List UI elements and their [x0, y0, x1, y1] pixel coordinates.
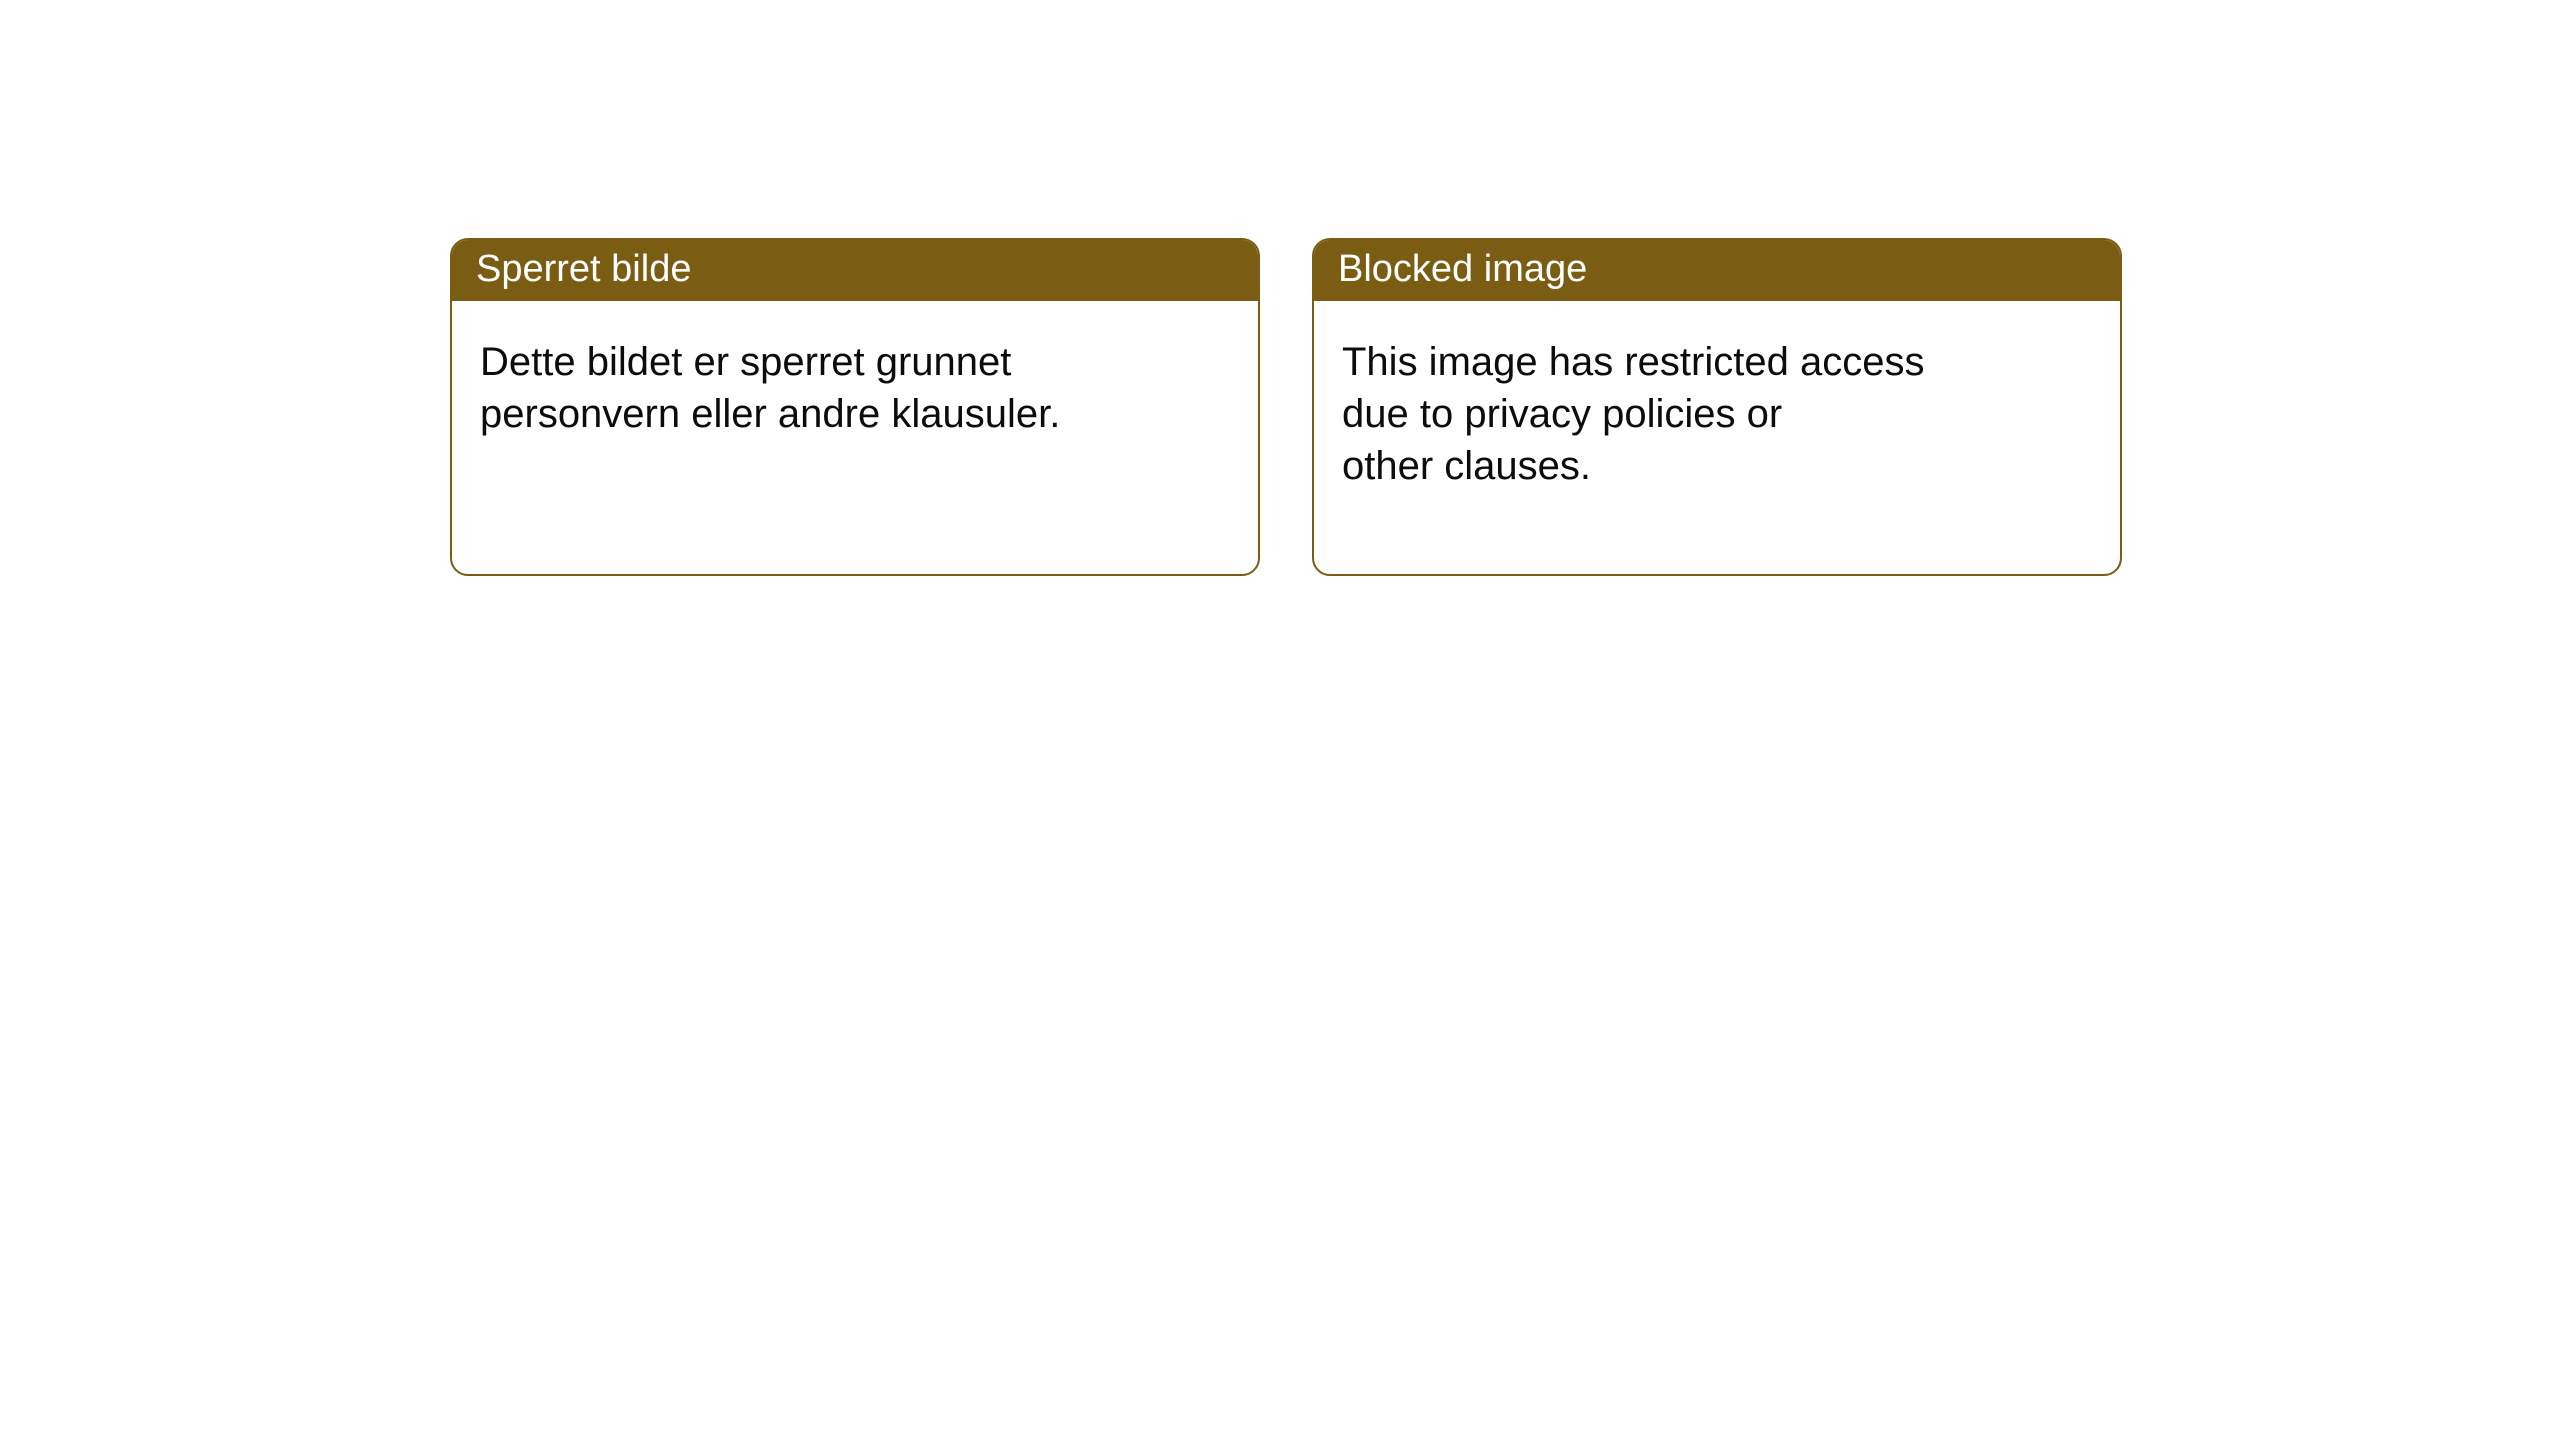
notice-header-norwegian: Sperret bilde [452, 240, 1258, 301]
notice-title-english: Blocked image [1338, 248, 1587, 290]
notice-body-norwegian: Dette bildet er sperret grunnet personve… [452, 301, 1258, 464]
notice-card-english: Blocked image This image has restricted … [1312, 238, 2122, 576]
notice-title-norwegian: Sperret bilde [476, 248, 691, 290]
notice-header-english: Blocked image [1314, 240, 2120, 301]
notice-container: Sperret bilde Dette bildet er sperret gr… [450, 238, 2122, 576]
notice-body-english: This image has restricted access due to … [1314, 301, 2120, 516]
notice-card-norwegian: Sperret bilde Dette bildet er sperret gr… [450, 238, 1260, 576]
